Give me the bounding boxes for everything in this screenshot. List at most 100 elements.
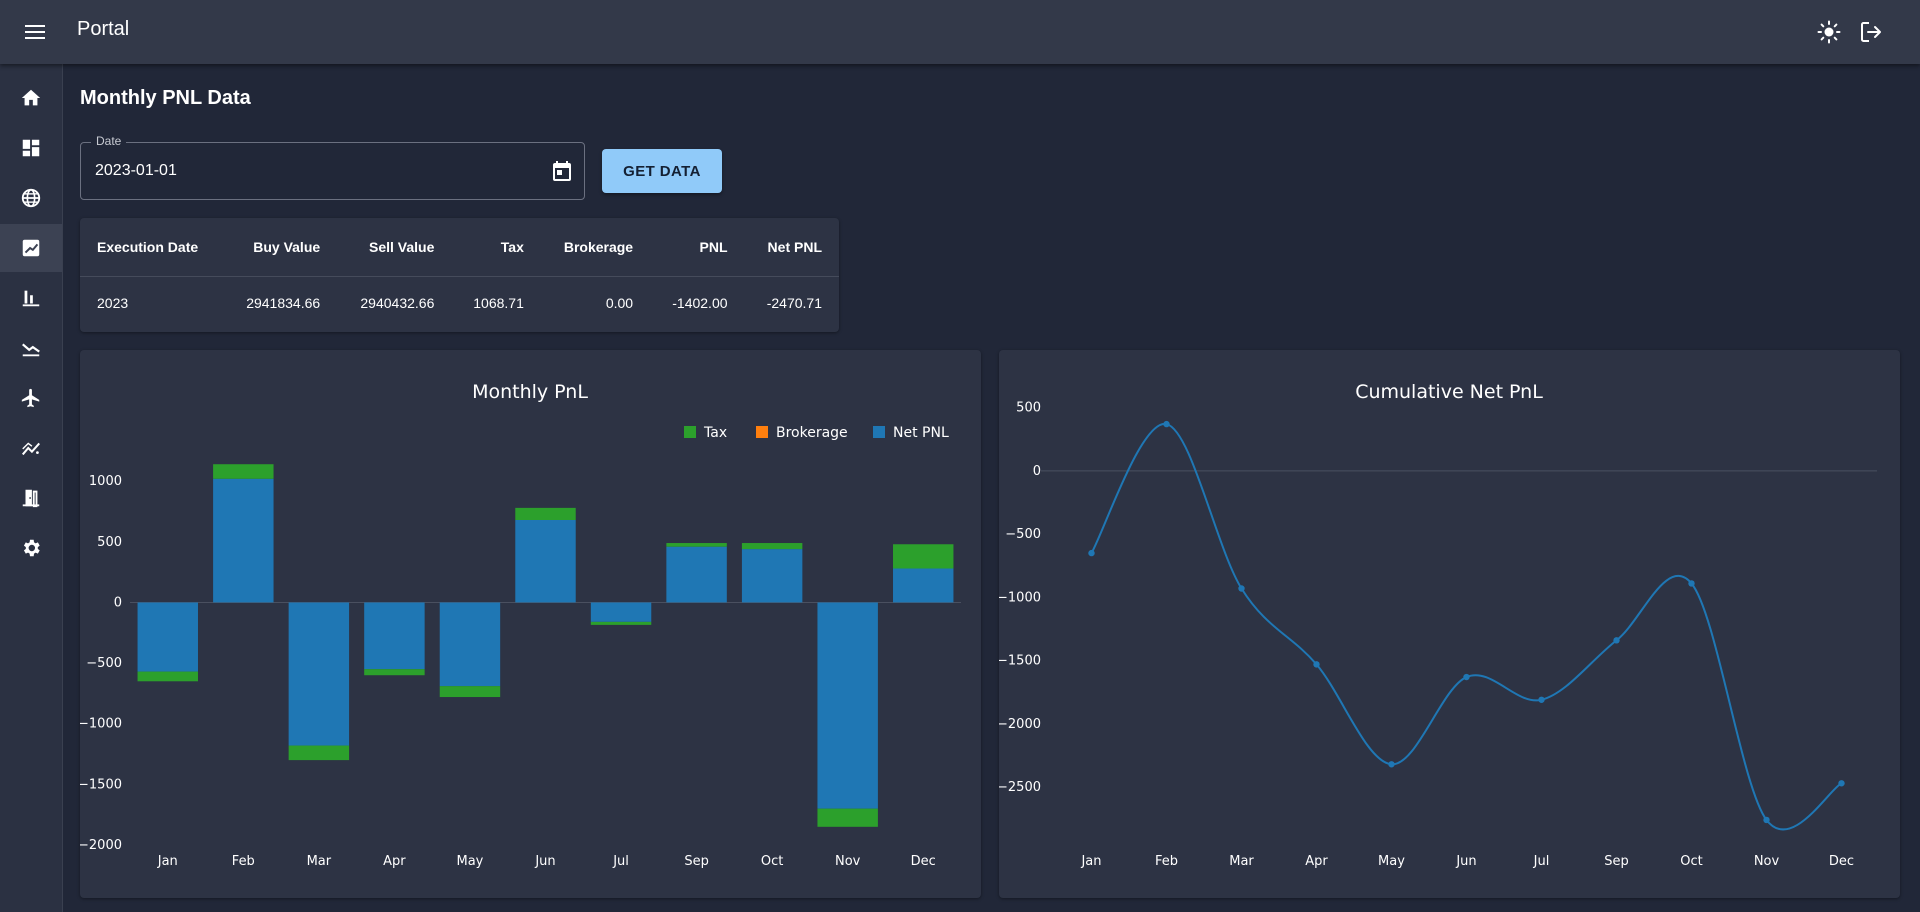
monthly-pnl-chart-card: Monthly PnL Tax Brokerage Net PNL 1000 500 0… [80,350,981,898]
sidebar [0,64,63,912]
y-tick-label: 500 [97,535,122,550]
page-title: Monthly PNL Data [80,87,251,109]
sidebar-item-trend-down[interactable] [0,324,62,372]
line-point [1763,816,1770,824]
bar-net-pnl [741,549,803,603]
y-tick-label: −500 [86,656,122,671]
bar-chart-icon [22,290,40,307]
line-point [1388,761,1395,768]
sidebar-item-bar-chart[interactable] [0,274,62,322]
home-icon [21,89,41,106]
y-tick-label: 0 [114,595,122,610]
sidebar-item-dashboard[interactable] [0,124,62,172]
bar-tax [213,464,274,479]
table-row: 2023 2941834.66 2940432.66 1068.71 0.00 … [80,276,839,330]
sidebar-item-pnl[interactable] [0,224,62,272]
table-cell: 0.00 [605,295,634,312]
line-point [1088,549,1095,557]
bar-net-pnl [288,602,350,746]
table-cell: 1068.71 [473,295,524,312]
y-tick-label: 0 [1033,464,1041,479]
x-tick-label: May [1378,854,1405,869]
sidebar-item-settings[interactable] [0,524,62,572]
y-tick-label: −1000 [80,717,122,732]
x-axis: Jan Feb Mar Apr May Jun Jul Sep Oct Nov Dec [157,854,936,869]
sidebar-item-home[interactable] [0,74,62,122]
table-header-row: Execution Date Buy Value Sell Value Tax … [80,218,839,277]
column-header: Brokerage [540,218,651,277]
x-tick-label: Oct [1680,854,1702,869]
chart-title: Monthly PnL [472,381,588,403]
column-header: Sell Value [337,218,452,277]
sun-icon[interactable] [1815,18,1843,46]
sidebar-item-globe[interactable] [0,174,62,222]
bar-net-pnl [137,602,198,672]
date-input[interactable] [95,162,515,180]
line-point [1238,585,1245,592]
legend-swatch [873,426,885,438]
x-tick-label: Nov [835,854,861,869]
x-tick-label: Mar [307,854,332,869]
line-path [1090,423,1843,831]
chart-title: Cumulative Net PnL [1355,381,1543,403]
get-data-button[interactable]: GET DATA [602,149,722,193]
logout-icon[interactable] [1857,18,1885,46]
line-series [1088,420,1845,831]
x-tick-label: Apr [383,854,406,869]
table-cell: -2470.71 [766,295,822,312]
x-tick-label: Dec [1829,854,1854,869]
sidebar-item-analytics[interactable] [0,424,62,472]
column-header: Net PNL [744,218,839,277]
bar-tax [893,544,954,569]
bar-tax [364,669,425,676]
legend-swatch [684,426,696,438]
cumulative-pnl-chart: Cumulative Net PnL 500 0 −500 −1000 −1500 −20… [999,381,1877,869]
top-app-bar: Portal [0,0,1920,64]
y-tick-label: −1500 [999,654,1041,669]
calendar-icon[interactable] [550,159,574,183]
sidebar-item-exit-door[interactable] [0,474,62,522]
table-cell: -1402.00 [672,295,728,312]
x-tick-label: May [457,854,484,869]
table-cell: 2023 [97,295,129,312]
menu-icon[interactable] [22,20,48,44]
column-header: Execution Date [80,218,223,277]
bar-tax [741,543,803,550]
table-cell: 2941834.66 [246,295,321,312]
y-tick-label: −1500 [80,777,122,792]
app-title: Portal [77,18,130,40]
x-tick-label: Nov [1754,854,1780,869]
line-point [1538,696,1545,703]
bar-tax [137,671,198,682]
flight-icon [21,388,40,408]
date-field[interactable]: Date [80,134,585,200]
bar-net-pnl [213,478,274,603]
legend-swatch [756,426,768,438]
x-tick-label: Mar [1229,854,1254,869]
column-header: Buy Value [222,218,338,277]
x-tick-label: Jun [1455,854,1476,869]
x-tick-label: Oct [761,854,783,869]
x-tick-label: Jul [612,854,629,869]
y-axis: 500 0 −500 −1000 −1500 −2000 −2500 [999,401,1041,795]
x-tick-label: Feb [232,854,255,869]
bar-tax [817,808,878,827]
y-axis: 1000 500 0 −500 −1000 −1500 −2000 [80,474,961,853]
bar-net-pnl [817,602,878,809]
column-header: PNL [650,218,745,277]
bar-tax [288,745,350,761]
bar-net-pnl [893,568,954,603]
bar-tax [590,621,652,625]
y-tick-label: 1000 [89,474,122,489]
legend-label: Tax [703,425,727,441]
column-header: Tax [451,218,541,277]
sidebar-item-flight[interactable] [0,374,62,422]
bar-net-pnl [439,602,501,687]
x-tick-label: Jul [1533,854,1550,869]
bar-tax [515,507,576,520]
line-point [1613,637,1620,644]
x-axis: Jan Feb Mar Apr May Jun Jul Sep Oct Nov Dec [1080,854,1854,869]
y-tick-label: −2000 [80,838,122,853]
line-point [1838,780,1845,787]
x-tick-label: Apr [1305,854,1328,869]
